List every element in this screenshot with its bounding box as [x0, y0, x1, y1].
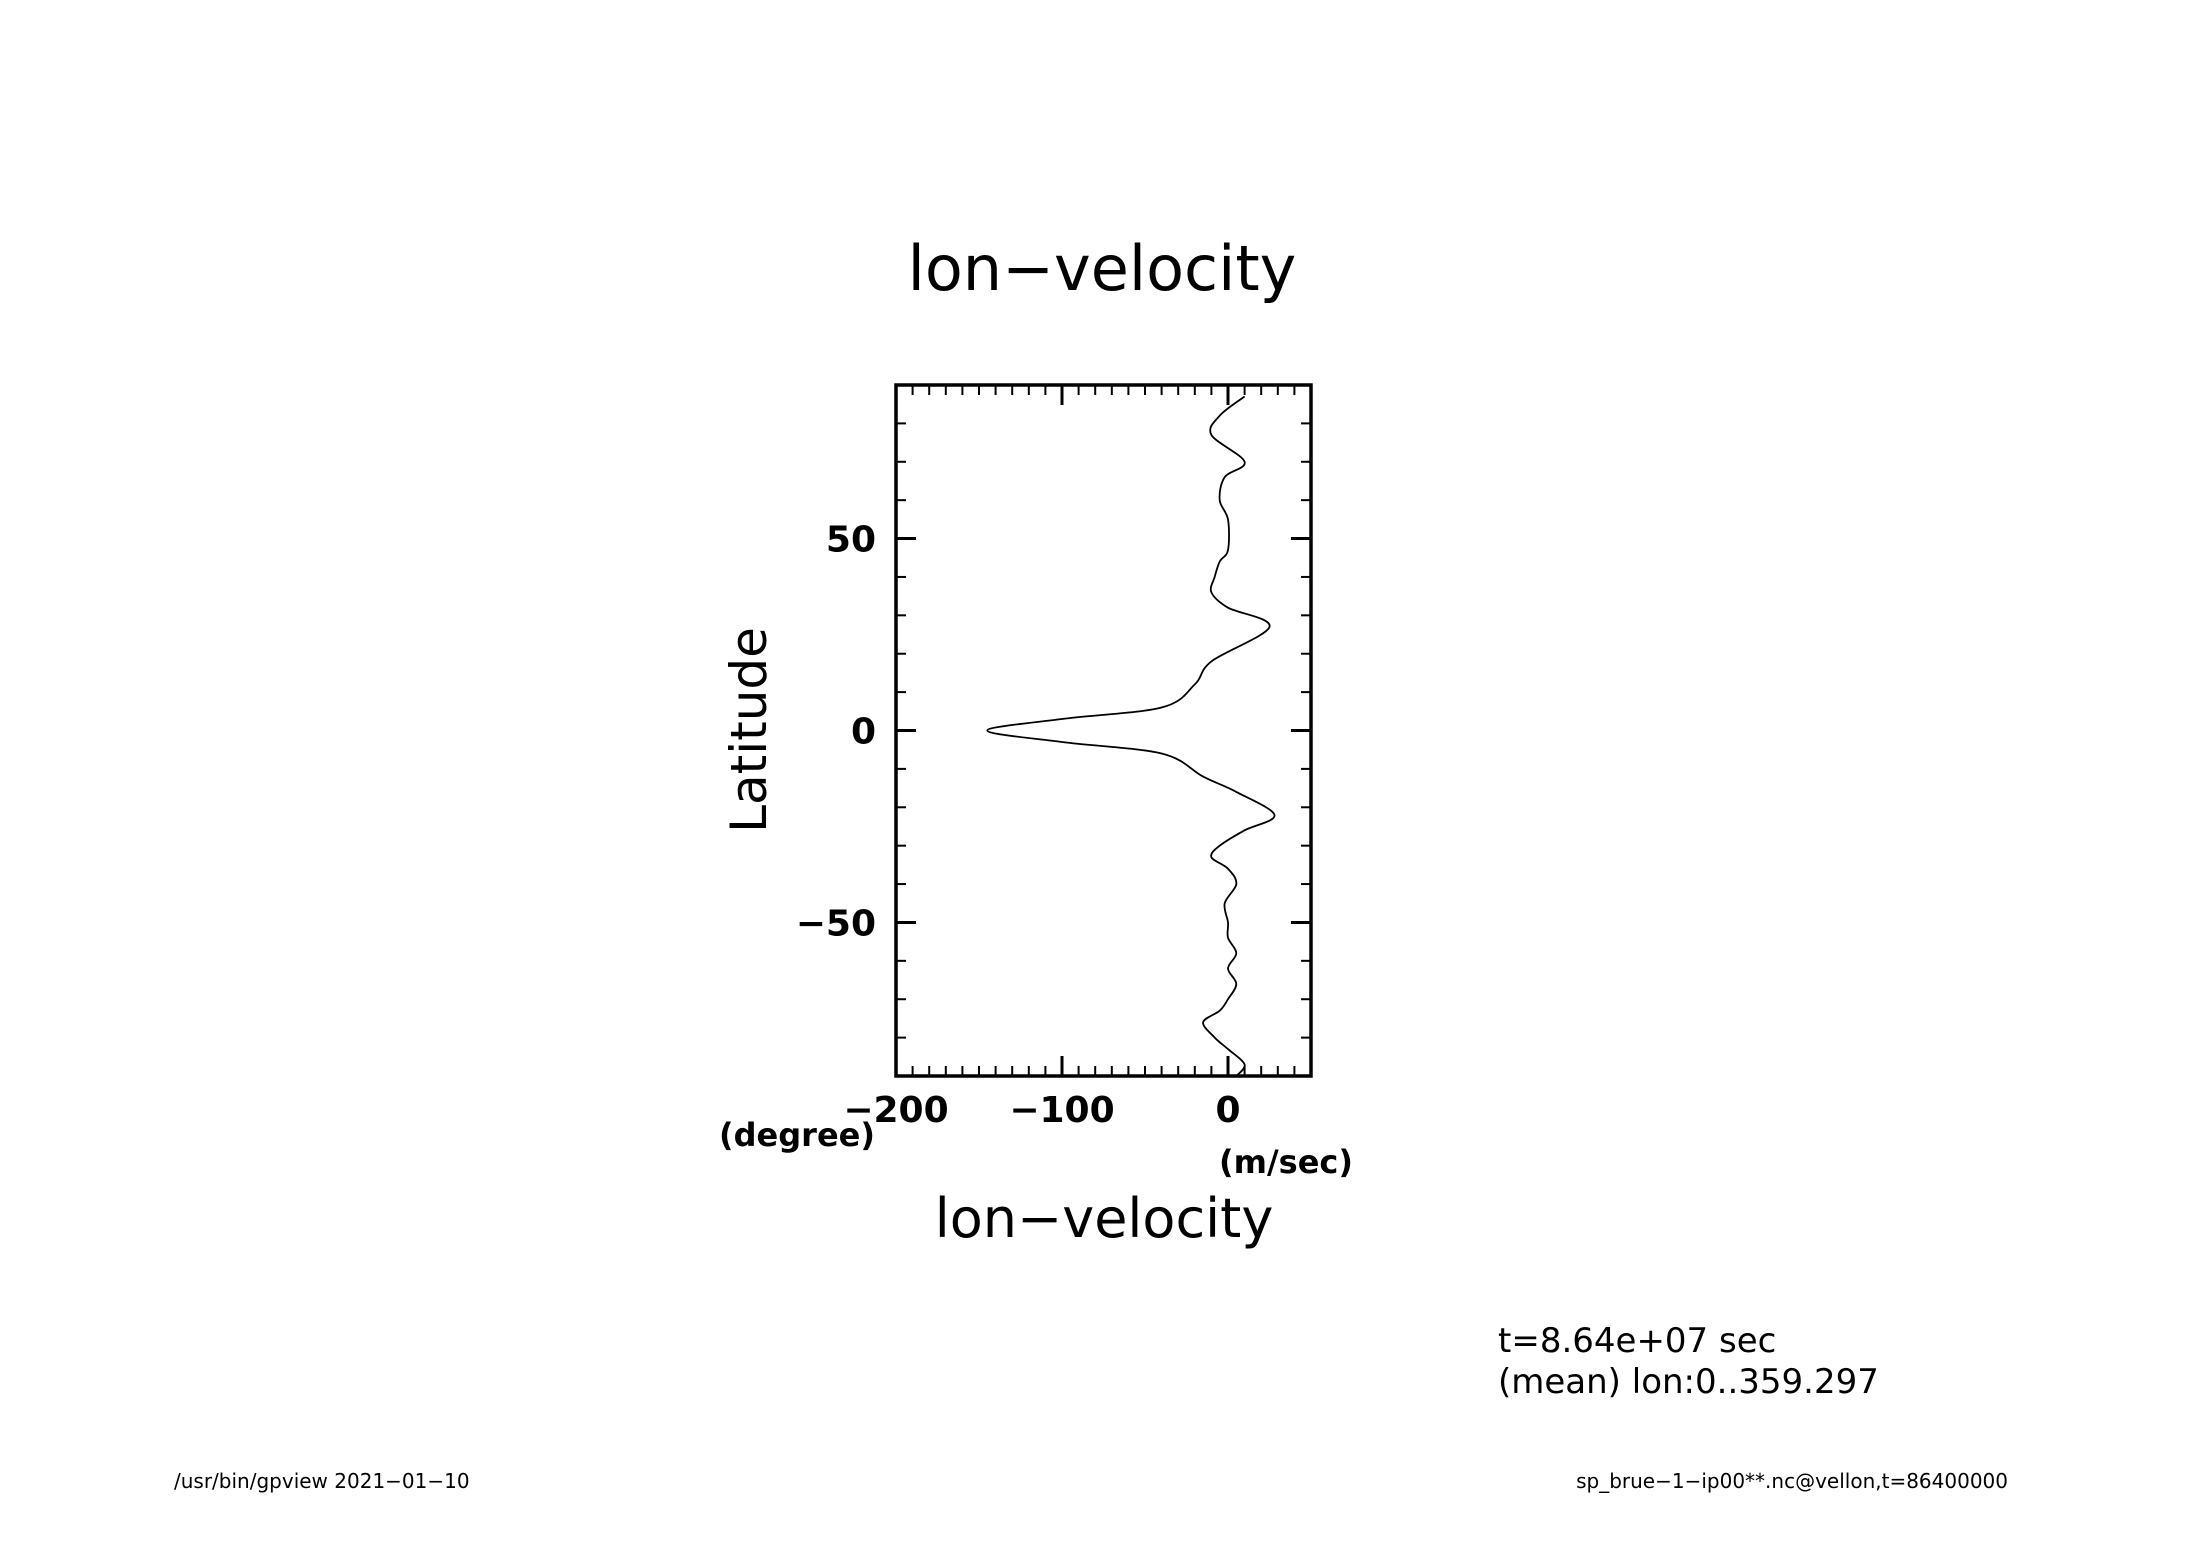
tick-labels: −200 −100 0 −50 0 50: [796, 520, 1241, 1131]
plot-frame: [894, 383, 1313, 1078]
x-tick-label: −100: [1009, 1090, 1114, 1131]
ticks-layer: [894, 384, 1312, 1077]
footer-right: sp_brue−1−ip00**.nc@vellon,t=86400000: [1576, 1469, 2008, 1493]
x-tick-label: 0: [1215, 1090, 1240, 1131]
mean-annotation: (mean) lon:0..359.297: [1498, 1362, 1879, 1402]
time-annotation: t=8.64e+07 sec: [1498, 1321, 1776, 1361]
y-axis-label: Latitude: [720, 627, 778, 833]
x-tick-label: −200: [843, 1090, 948, 1131]
series-layer: [986, 395, 1276, 1077]
x-axis-unit: (m/sec): [1219, 1143, 1353, 1181]
y-axis-unit: (degree): [719, 1116, 875, 1154]
footer-left: /usr/bin/gpview 2021−01−10: [174, 1469, 470, 1493]
y-tick-label: 0: [851, 712, 876, 753]
series-line: [986, 395, 1276, 1077]
x-axis-label: lon−velocity: [935, 1187, 1274, 1250]
y-tick-label: −50: [796, 903, 876, 944]
y-tick-label: 50: [826, 520, 876, 561]
chart-title: lon−velocity: [908, 232, 1297, 305]
